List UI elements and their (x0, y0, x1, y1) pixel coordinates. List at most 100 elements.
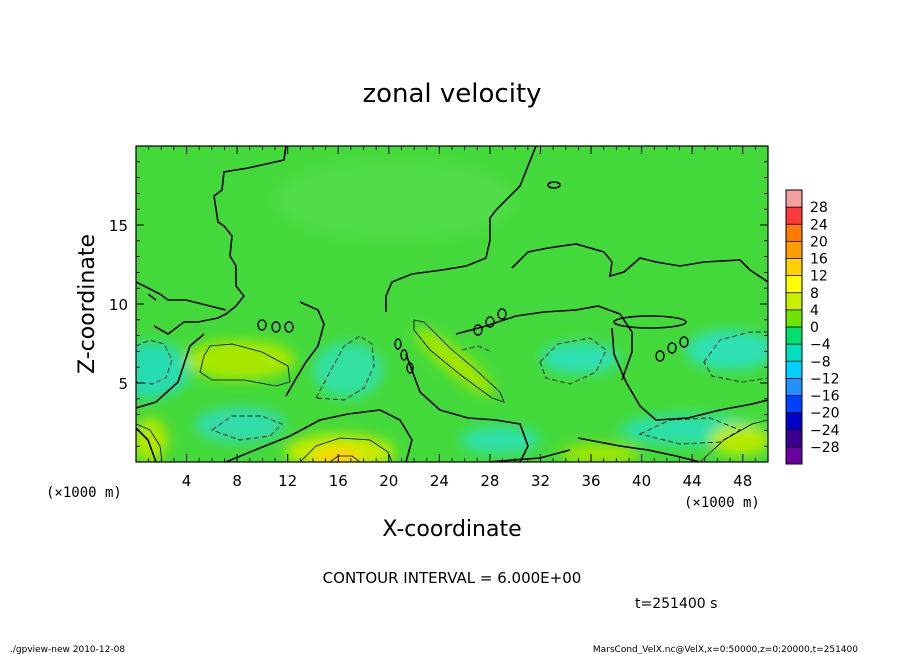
contour-interval: CONTOUR INTERVAL = 6.000E+00 (323, 569, 582, 587)
y-tick-label: 15 (109, 217, 128, 235)
y-tick-label: 10 (109, 296, 128, 314)
x-tick-label: 8 (232, 472, 242, 490)
field-blob (275, 160, 515, 240)
contour-line-zero (577, 437, 701, 462)
chart-title: zonal velocity (362, 79, 541, 109)
contour-loop (400, 349, 408, 361)
y-axis-label: Z-coordinate (75, 234, 100, 374)
x-tick-label: 48 (733, 472, 752, 490)
contour-line-negative (315, 335, 375, 401)
colorbar-swatch (786, 361, 802, 379)
contour-line-negative (211, 415, 283, 441)
field-blob (685, 330, 768, 370)
contour-line-positive (413, 319, 505, 403)
field-blob (195, 407, 285, 443)
y-axis: 5 10 15 (109, 161, 768, 447)
field-blob (415, 328, 495, 396)
colorbar-label: −8 (810, 354, 831, 370)
contour-line-zero (405, 353, 529, 462)
contour-line-zero (455, 305, 633, 381)
colorbar-swatch (786, 241, 802, 259)
colorbar-label: 16 (810, 252, 828, 268)
contour-loop (613, 315, 687, 329)
plot-area (136, 146, 768, 462)
contour-loop (257, 319, 267, 331)
contour-loop (406, 362, 414, 374)
footer-left: ./gpview-new 2010-12-08 (10, 645, 125, 654)
colorbar-swatch (786, 344, 802, 362)
x-unit-right: (×1000 m) (684, 495, 760, 511)
x-tick-label: 28 (480, 472, 499, 490)
colorbar-swatch (786, 429, 802, 448)
contour-line-positive (699, 419, 768, 462)
contour-loop (497, 308, 507, 320)
x-tick-label: 44 (683, 472, 702, 490)
contour-loop (271, 321, 281, 333)
colorbar-swatch (786, 292, 802, 311)
colorbar-swatch (786, 207, 802, 225)
contour-line-negative (703, 331, 768, 383)
x-tick-label: 40 (632, 472, 651, 490)
colorbar-label: 24 (810, 217, 828, 233)
colorbar-swatch (786, 258, 802, 277)
colorbar-label: 12 (810, 269, 828, 285)
contour-line-negative (136, 339, 173, 385)
contour-line-zero (147, 293, 157, 301)
colorbar-swatch (786, 412, 802, 431)
field-blob (185, 340, 295, 380)
colorbar-label: −12 (810, 371, 840, 387)
x-tick-label: 12 (278, 472, 297, 490)
contour-loop (655, 350, 665, 362)
field-blob (460, 426, 540, 454)
contour-line-negative (539, 337, 607, 385)
x-tick-label: 32 (531, 472, 550, 490)
contour-line-zero (153, 146, 287, 335)
field-blob (710, 424, 768, 456)
contour-line-negative (461, 345, 493, 353)
field-blob (136, 418, 168, 462)
contour-line-zero (611, 327, 768, 421)
colorbar-label: −24 (810, 423, 840, 439)
contour-line-positive (329, 455, 361, 462)
colorbar-label: −20 (810, 406, 840, 422)
colorbar-swatch (786, 446, 802, 465)
colorbar-swatch (786, 275, 802, 294)
contour-loop (667, 342, 677, 354)
colorbar-label: 8 (810, 286, 819, 302)
contour-loop (679, 336, 689, 348)
footer-right: MarsCond_VelX.nc@VelX,x=0:50000,z=0:2000… (593, 645, 858, 654)
time-label: t=251400 s (635, 596, 717, 612)
colorbar-label: 20 (810, 234, 828, 250)
contour-loop (394, 338, 402, 350)
contour-line-zero (511, 243, 768, 283)
field-blob (285, 434, 395, 462)
contour-line-zero (225, 409, 413, 462)
field-blob (560, 444, 640, 462)
contour-line-positive (136, 423, 163, 462)
x-tick-label: 4 (182, 472, 192, 490)
colorbar-label: −4 (810, 337, 831, 353)
contour-line-zero (385, 146, 537, 312)
x-axis-label: X-coordinate (382, 517, 521, 542)
field-blob (540, 342, 620, 374)
colorbar-label: 4 (810, 303, 819, 319)
colorbar-label: −28 (810, 440, 840, 456)
contour-loop (547, 181, 561, 189)
colorbar-swatch (786, 190, 802, 208)
colorbar-swatch (786, 395, 802, 414)
colorbar-label: 0 (810, 320, 819, 336)
x-tick-label: 36 (581, 472, 600, 490)
y-tick-label: 5 (118, 375, 128, 393)
colorbar-swatch (786, 378, 802, 396)
contour-loop (284, 321, 294, 333)
contour-line-zero (136, 333, 205, 409)
x-tick-label: 24 (430, 472, 449, 490)
colorbar-swatch (786, 327, 802, 345)
colorbar-swatch (786, 224, 802, 242)
x-unit-left: (×1000 m) (46, 485, 122, 501)
contour-line-positive (199, 343, 291, 387)
colorbar-swatch (786, 309, 802, 328)
contour-line-zero (136, 427, 157, 462)
